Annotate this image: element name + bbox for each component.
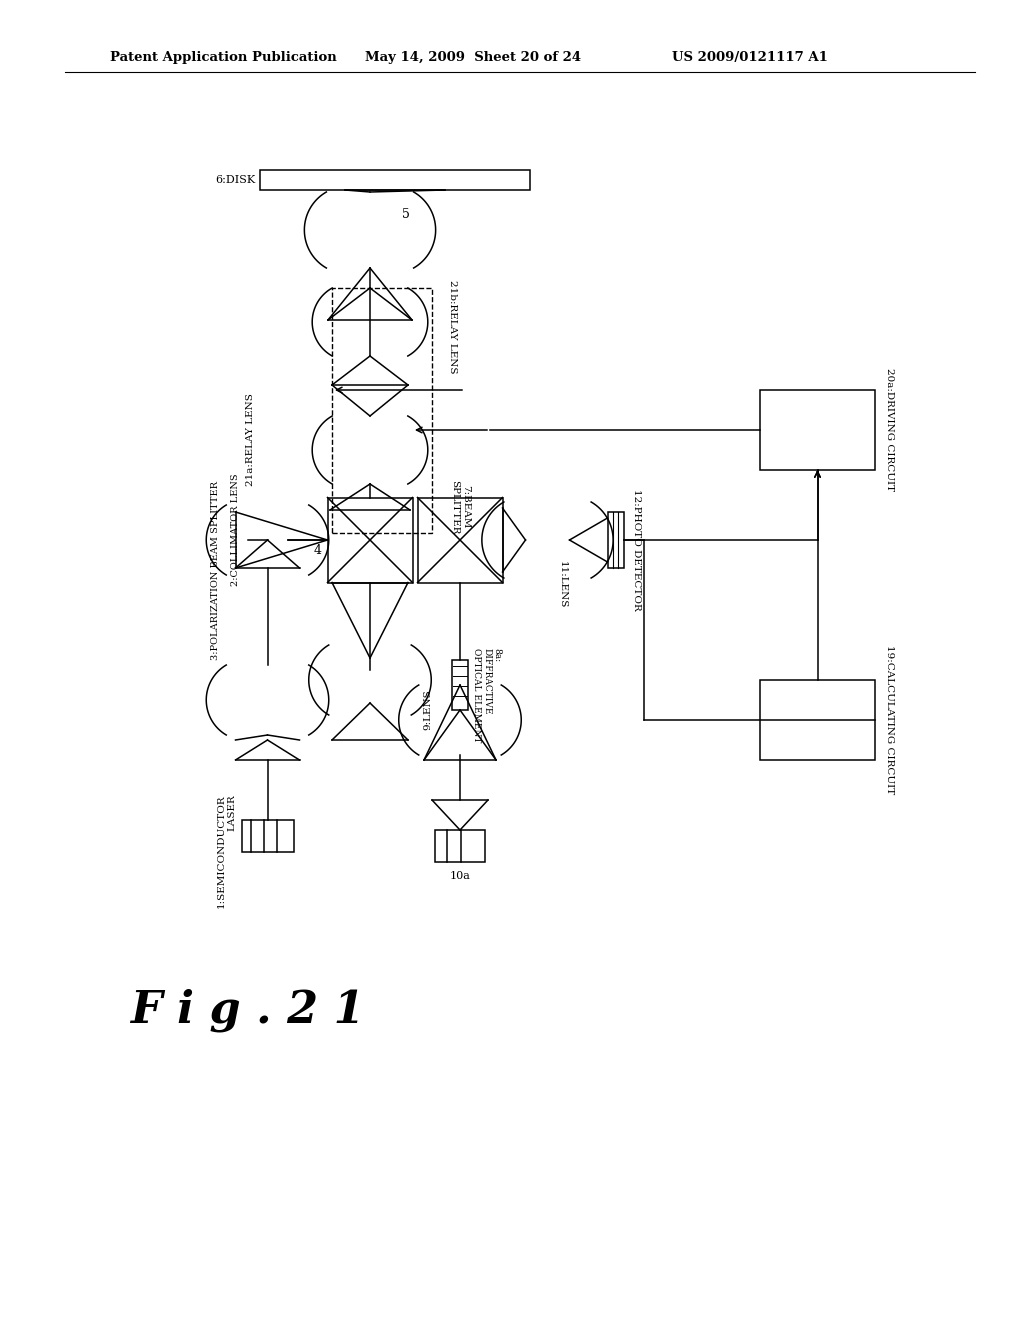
Text: 12:PHOTO DETECTOR: 12:PHOTO DETECTOR <box>632 490 640 611</box>
Text: 21a:RELAY LENS: 21a:RELAY LENS <box>246 393 255 487</box>
Bar <box>607 512 624 568</box>
Text: 1:SEMICONDUCTOR
LASER: 1:SEMICONDUCTOR LASER <box>217 795 237 908</box>
Text: May 14, 2009  Sheet 20 of 24: May 14, 2009 Sheet 20 of 24 <box>365 50 582 63</box>
Text: 2:COLLIMATOR LENS: 2:COLLIMATOR LENS <box>230 474 240 586</box>
Text: 11:LENS: 11:LENS <box>557 561 566 609</box>
Text: 5: 5 <box>402 209 410 222</box>
Text: 3:POLARIZATION BEAM SPLITTER: 3:POLARIZATION BEAM SPLITTER <box>211 480 219 660</box>
Text: 6:DISK: 6:DISK <box>215 176 255 185</box>
Text: F i g . 2 1: F i g . 2 1 <box>130 989 365 1032</box>
Bar <box>760 680 874 760</box>
Text: 21b:RELAY LENS: 21b:RELAY LENS <box>449 280 457 374</box>
Text: 19:CALCULATING CIRCUIT: 19:CALCULATING CIRCUIT <box>885 645 894 795</box>
Bar <box>242 820 294 851</box>
Bar <box>435 830 485 862</box>
Text: Patent Application Publication: Patent Application Publication <box>110 50 337 63</box>
Bar <box>332 288 432 533</box>
Bar <box>452 660 468 710</box>
Text: 8a:
DIFFRACTIVE
OPTICAL ELEMENT: 8a: DIFFRACTIVE OPTICAL ELEMENT <box>472 648 502 742</box>
Bar <box>418 498 503 582</box>
Text: US 2009/0121117 A1: US 2009/0121117 A1 <box>672 50 827 63</box>
Text: 9:LENS: 9:LENS <box>423 689 432 730</box>
Text: 20a:DRIVING CIRCUIT: 20a:DRIVING CIRCUIT <box>885 368 894 491</box>
Text: 10a: 10a <box>450 871 470 880</box>
Text: 7:BEAM
SPLITTER: 7:BEAM SPLITTER <box>451 479 470 535</box>
Text: 4: 4 <box>313 544 322 557</box>
Bar <box>260 170 530 190</box>
Bar <box>328 498 413 582</box>
Bar <box>760 389 874 470</box>
